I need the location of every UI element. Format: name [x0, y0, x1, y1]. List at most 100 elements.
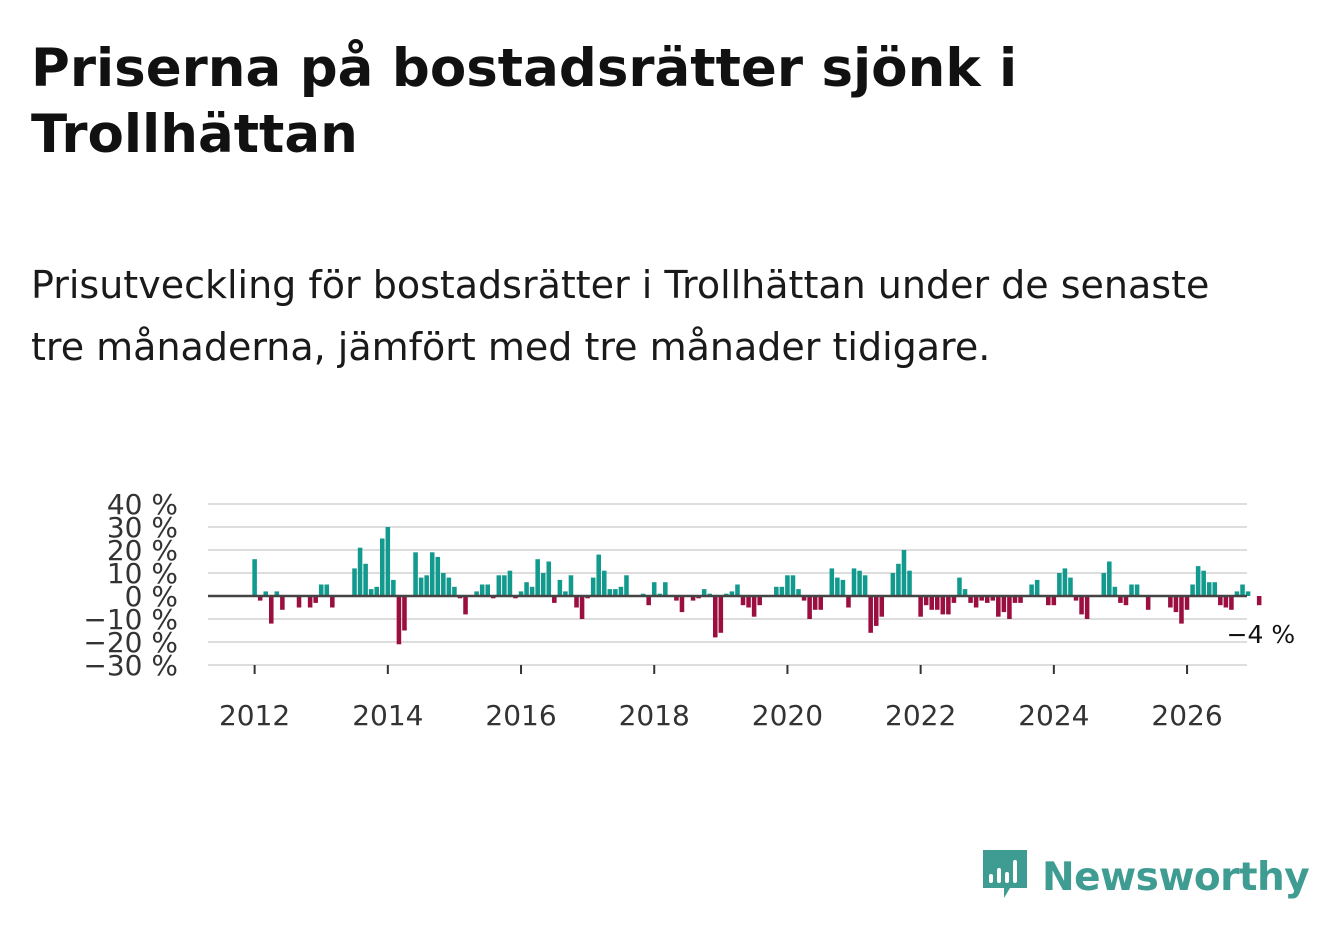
bar [790, 575, 796, 596]
y-tick-label: −20 % [83, 626, 178, 659]
bar [851, 568, 857, 596]
bar [1168, 596, 1173, 608]
bar [712, 596, 718, 638]
y-tick-label: −30 % [83, 649, 178, 682]
bar [429, 552, 435, 596]
bar [812, 596, 818, 610]
bar [934, 596, 940, 610]
bar [984, 596, 990, 603]
bar [368, 589, 374, 596]
bar [607, 589, 613, 596]
bar [318, 584, 324, 596]
bar [502, 575, 507, 596]
bar [1018, 596, 1023, 603]
y-tick-label: −10 % [83, 603, 178, 636]
bar [868, 596, 873, 633]
bar [274, 591, 280, 596]
bar [840, 579, 846, 596]
bar [313, 596, 318, 603]
bar [1201, 570, 1206, 596]
x-tick-label: 2016 [485, 699, 556, 732]
bar [1195, 566, 1201, 596]
bar [1112, 586, 1118, 596]
bar [618, 586, 624, 596]
bar [574, 596, 579, 608]
bar [1073, 596, 1079, 601]
bar [890, 573, 896, 596]
x-tick-label: 2022 [885, 699, 956, 732]
x-tick-label: 2012 [219, 699, 290, 732]
x-tick-label: 2014 [352, 699, 423, 732]
bar [785, 575, 790, 596]
bar [1234, 591, 1240, 596]
bar [751, 596, 757, 617]
bar [352, 568, 357, 596]
bar [679, 596, 685, 613]
bar [1229, 596, 1234, 610]
bar [268, 596, 274, 624]
bar [740, 596, 746, 606]
bar [435, 556, 441, 596]
bar [940, 596, 946, 615]
bar [901, 550, 907, 596]
bar [263, 591, 268, 596]
bar [379, 538, 385, 596]
bar [474, 591, 479, 596]
y-tick-label: 0 % [125, 580, 178, 613]
bar [296, 596, 302, 608]
bar [507, 570, 513, 596]
bar [563, 591, 568, 596]
bar [973, 596, 979, 608]
last-value-annotation: −4 % [1227, 620, 1296, 649]
chart-title: Priserna på bostadsrätter sjönk i Trollh… [31, 38, 1018, 165]
bar [552, 596, 557, 603]
bar [957, 577, 962, 596]
bar [1057, 573, 1062, 596]
y-tick-label: 40 % [107, 488, 178, 521]
bar [590, 577, 596, 596]
bar [796, 589, 801, 596]
bar [1184, 596, 1190, 610]
newsworthy-logo-icon [983, 850, 1027, 898]
bar [418, 577, 424, 596]
bar [452, 586, 457, 596]
bar [951, 596, 957, 603]
bar [479, 584, 485, 596]
bar [413, 552, 418, 596]
bar [996, 596, 1001, 617]
bar [774, 586, 779, 596]
bar [396, 596, 402, 645]
bar [879, 596, 885, 617]
newsworthy-logo: Newsworthy [980, 846, 1310, 908]
x-tick-label: 2018 [619, 699, 690, 732]
bar [601, 570, 607, 596]
bar [324, 584, 330, 596]
bar [280, 596, 285, 610]
bar [651, 582, 657, 596]
bar [257, 596, 263, 601]
bar [624, 575, 629, 596]
bar [690, 596, 696, 601]
bar [402, 596, 407, 631]
bar [1029, 584, 1034, 596]
bar-chart: 40 %30 %20 %10 %0 %−10 %−20 %−30 % 2012 2… [83, 488, 1296, 732]
bar [1223, 596, 1229, 608]
bar [646, 596, 651, 606]
bar [1190, 584, 1195, 596]
bar [801, 596, 807, 601]
bar [540, 573, 546, 596]
y-tick-label: 20 % [107, 534, 178, 567]
bars [252, 527, 1262, 645]
bar [857, 570, 862, 596]
bar [1062, 568, 1068, 596]
bar [807, 596, 812, 619]
bar [357, 547, 363, 596]
bar [1118, 596, 1123, 603]
bar [907, 570, 912, 596]
bar [746, 596, 751, 608]
bar [307, 596, 313, 608]
bar [374, 586, 379, 596]
bar [535, 559, 540, 596]
bar [729, 591, 735, 596]
bar [835, 577, 840, 596]
